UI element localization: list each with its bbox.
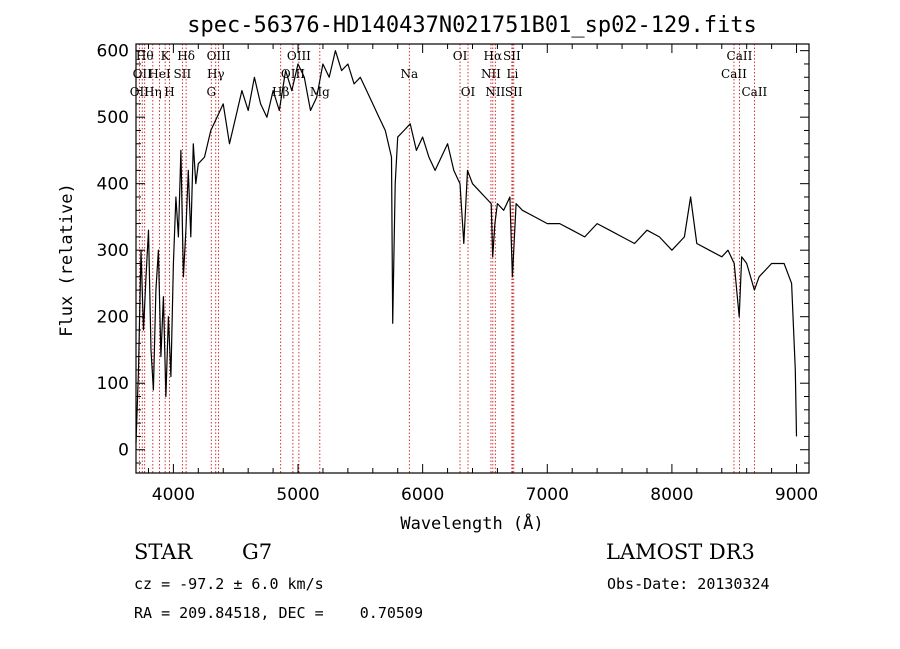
spectral-line-markers	[138, 44, 755, 473]
spectral-line-label: Hη	[144, 85, 162, 99]
spectral-line-label: Hγ	[207, 67, 225, 81]
spectral-line-label: CaII	[721, 67, 747, 81]
spectral-line-label: Hα	[484, 49, 503, 63]
plot-frame	[135, 43, 810, 474]
spectral-line-label: CaII	[727, 49, 753, 63]
y-tick-label: 500	[97, 108, 129, 128]
subclass: G7	[242, 540, 273, 564]
spectral-line-label: OIII	[281, 67, 305, 81]
spectral-line-label: NII	[481, 67, 501, 81]
x-tick-label: 8000	[650, 485, 693, 505]
x-tick-label: 6000	[401, 485, 444, 505]
chart-title: spec-56376-HD140437N021751B01_sp02-129.f…	[187, 13, 757, 38]
spectral-line-label: H	[164, 85, 174, 99]
spectral-line-label: OIII	[287, 49, 311, 63]
obs-date: Obs-Date: 20130324	[607, 575, 770, 593]
spectrum-line	[135, 50, 798, 444]
object-class: STAR	[134, 540, 193, 564]
y-axis-label: Flux (relative)	[57, 183, 77, 337]
spectral-line-label: CaII	[741, 85, 767, 99]
spectral-line-label: K	[161, 49, 171, 63]
spectral-line-label: Hδ	[177, 49, 195, 63]
axis-ticks	[136, 44, 809, 473]
x-tick-label: 5000	[276, 485, 319, 505]
y-tick-label: 300	[97, 241, 129, 261]
spectral-line-label: Hθ	[136, 49, 154, 63]
spectral-line-label: G	[206, 85, 216, 99]
spectral-line-label: SII	[503, 49, 521, 63]
axis-tick-labels: 4000 5000 6000 7000 8000 9000 0 100 200 300 400 500…	[97, 42, 819, 505]
coordinates: RA = 209.84518, DEC = 0.70509	[134, 604, 423, 622]
y-tick-label: 100	[97, 374, 129, 394]
y-tick-label: 600	[97, 42, 129, 62]
spectral-line-label: OII	[130, 85, 150, 99]
spectral-line-label: SII	[505, 85, 523, 99]
x-tick-label: 4000	[152, 485, 195, 505]
spectral-line-labels: OIIOIIHθHηHeIKHSIIHδGHγOIIIHβOIIIOIIIMgN…	[130, 49, 768, 99]
survey-name: LAMOST DR3	[606, 540, 755, 564]
spectral-line-label: HeI	[148, 67, 171, 81]
y-tick-label: 0	[118, 441, 129, 461]
spectral-line-label: OI	[461, 85, 476, 99]
spectral-line-label: NII	[485, 85, 505, 99]
spectral-line-label: Li	[506, 67, 518, 81]
x-tick-label: 9000	[775, 485, 818, 505]
spectral-line-label: Na	[400, 67, 418, 81]
spectral-line-label: SII	[174, 67, 192, 81]
spectral-line-label: OI	[453, 49, 468, 63]
x-tick-label: 7000	[526, 485, 569, 505]
spectral-line-label: OIII	[207, 49, 231, 63]
x-axis-label: Wavelength (Å)	[400, 512, 543, 534]
spectral-line-label: Mg	[310, 85, 330, 99]
y-tick-label: 200	[97, 308, 129, 328]
redshift-value: cz = -97.2 ± 6.0 km/s	[134, 575, 324, 593]
y-tick-label: 400	[97, 175, 129, 195]
spectral-line-label: Hβ	[272, 85, 289, 99]
